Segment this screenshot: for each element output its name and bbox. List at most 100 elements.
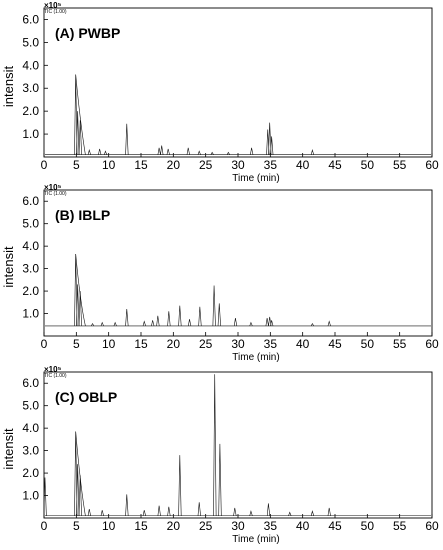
- x-tick-label: 50: [361, 519, 375, 533]
- chromatogram-peak: [210, 151, 214, 155]
- x-tick-label: 5: [73, 519, 80, 533]
- y-tick-label: 2.0: [22, 466, 39, 480]
- chromatogram-peak: [197, 502, 201, 516]
- x-tick-label: 0: [41, 519, 48, 533]
- y-tick-label: 1.0: [22, 127, 39, 141]
- chromatogram-peak: [166, 148, 170, 155]
- chromatogram-peak: [78, 120, 82, 155]
- x-tick-label: 50: [361, 337, 375, 351]
- x-tick-label: 5: [73, 158, 80, 172]
- trace-series: [43, 374, 431, 517]
- y-tick-label: 4.0: [22, 239, 39, 253]
- detector-note: TIC (1.00): [44, 373, 67, 379]
- x-tick-label: 55: [393, 337, 407, 351]
- chromatogram-peak: [157, 505, 161, 516]
- chromatogram-peak: [233, 507, 237, 516]
- chromatogram-peak: [226, 151, 230, 155]
- chromatogram-peak: [103, 150, 108, 155]
- x-tick-label: 25: [199, 337, 213, 351]
- trace-series: [45, 253, 431, 327]
- chromatogram-peak: [142, 320, 146, 326]
- x-axis-label: Time (min): [232, 173, 279, 184]
- x-tick-label: 25: [199, 158, 213, 172]
- y-tick-label: 6.0: [22, 376, 39, 390]
- x-tick-label: 10: [102, 158, 116, 172]
- x-tick-label: 0: [41, 158, 48, 172]
- x-tick-label: 20: [167, 158, 181, 172]
- chromatogram-peak: [125, 494, 129, 516]
- chromatogram-peak: [157, 147, 161, 155]
- x-tick-label: 55: [393, 158, 407, 172]
- y-axis-label: intensit: [1, 66, 16, 108]
- x-tick-label: 15: [134, 158, 148, 172]
- x-tick-label: 40: [296, 519, 310, 533]
- x-tick-label: 35: [264, 158, 278, 172]
- chromatogram-peak: [113, 321, 117, 327]
- chromatogram-peak: [250, 147, 254, 155]
- x-tick-label: 0: [41, 337, 48, 351]
- y-tick-label: 4.0: [22, 58, 39, 72]
- x-tick-label: 25: [199, 519, 213, 533]
- y-tick-label: 5.0: [22, 35, 39, 49]
- x-tick-label: 45: [328, 158, 342, 172]
- trace-series: [45, 74, 431, 156]
- chromatogram-peak: [186, 147, 190, 155]
- chromatogram-peak: [212, 285, 216, 326]
- chromatogram-peak: [76, 284, 80, 326]
- chromatogram-peak: [43, 477, 47, 516]
- y-axis-label: intensit: [1, 428, 16, 470]
- x-tick-label: 15: [134, 337, 148, 351]
- chromatogram-peak: [100, 321, 104, 327]
- x-tick-label: 30: [231, 519, 245, 533]
- x-tick-label: 35: [264, 337, 278, 351]
- chromatogram-peak: [78, 291, 82, 326]
- peak-tail: [75, 253, 86, 326]
- chromatogram-peak: [125, 309, 129, 326]
- chromatogram-peak: [270, 136, 274, 155]
- x-tick-label: 10: [102, 337, 116, 351]
- x-axis-label: Time (min): [232, 534, 279, 545]
- y-tick-label: 3.0: [22, 444, 39, 458]
- chromatogram-peak: [198, 306, 202, 326]
- chromatogram-peak: [266, 503, 271, 516]
- chromatogram-peak: [74, 254, 78, 326]
- chromatogram-peak: [178, 455, 182, 516]
- chart-panel-c: 0 5 10 15 20 25 30 35 40 45 50 55 60 1.0 2.0 3.0 4.0 5.0 6…: [1, 365, 439, 545]
- chromatogram-peak: [310, 149, 315, 155]
- scale-multiplier: ×10⁵: [44, 183, 62, 192]
- chromatogram-peak: [74, 431, 78, 516]
- y-tick-label: 4.0: [22, 421, 39, 435]
- y-tick-label: 3.0: [22, 81, 39, 95]
- chromatogram-peak: [142, 510, 146, 516]
- peak-tail: [75, 431, 86, 516]
- chromatogram-peak: [156, 315, 160, 326]
- x-tick-label: 20: [167, 519, 181, 533]
- chromatogram-peak: [151, 320, 155, 326]
- chromatogram-peak: [327, 320, 331, 326]
- chromatogram-peak: [76, 111, 80, 155]
- x-tick-label: 5: [73, 337, 80, 351]
- chromatogram-peak: [87, 149, 91, 155]
- chromatogram-peak: [91, 323, 95, 327]
- chromatogram-peak: [218, 443, 222, 516]
- chromatogram-peak: [249, 510, 253, 516]
- x-tick-label: 30: [231, 158, 245, 172]
- x-tick-label: 35: [264, 519, 278, 533]
- x-tick-label: 60: [425, 158, 439, 172]
- y-tick-label: 6.0: [22, 12, 39, 26]
- x-tick-label: 55: [393, 519, 407, 533]
- y-tick-label: 2.0: [22, 284, 39, 298]
- chromatogram-peak: [268, 316, 272, 326]
- chromatogram-peak: [213, 374, 217, 516]
- x-tick-label: 40: [296, 158, 310, 172]
- chromatogram-peak: [167, 311, 171, 326]
- chromatogram-peak: [125, 123, 129, 155]
- detector-note: TIC (1.00): [44, 191, 67, 197]
- y-tick-label: 2.0: [22, 104, 39, 118]
- chromatogram-peak: [160, 145, 164, 155]
- chromatogram-peak: [197, 150, 201, 155]
- chromatogram-peak: [78, 475, 82, 516]
- x-tick-label: 20: [167, 337, 181, 351]
- chromatogram-peak: [178, 305, 182, 326]
